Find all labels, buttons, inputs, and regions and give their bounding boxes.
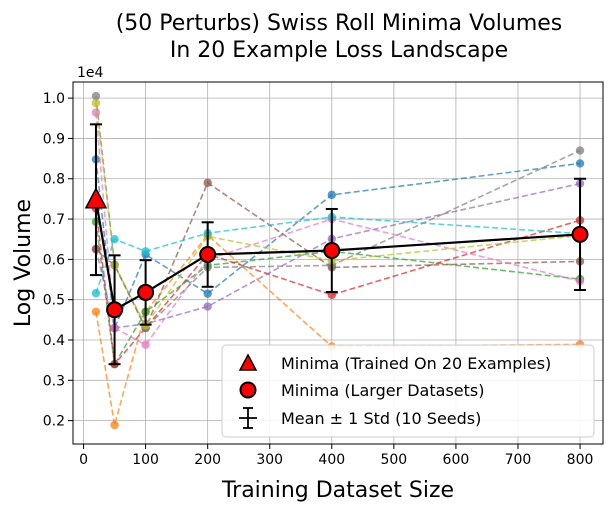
chart-title-line-1: (50 Perturbs) Swiss Roll Minima Volumes (116, 11, 563, 36)
series-line (95, 112, 581, 346)
minima-larger-dataset-marker (199, 246, 217, 264)
x-tick-label: 300 (256, 452, 283, 468)
minima-larger-dataset-marker (323, 242, 341, 260)
y-tick-label: 0.8 (43, 172, 65, 188)
legend-entry-mean: Mean ± 1 Std (10 Seeds) (281, 409, 481, 428)
x-tick-label: 0 (79, 452, 88, 468)
series-point (575, 146, 585, 155)
series-point (91, 289, 101, 298)
y-axis-label: Log Volume (11, 199, 36, 327)
y-tick-label: 0.9 (43, 131, 65, 147)
x-axis-ticks: 0 100 200 300 400 500 600 700 800 (79, 444, 593, 468)
minima-larger-dataset-marker (571, 225, 589, 243)
series-point (91, 307, 101, 316)
series-point (203, 289, 212, 298)
series-point (203, 302, 212, 311)
legend-errorbar-marker (239, 407, 257, 429)
series-line (95, 96, 581, 330)
minima-trained-marker (84, 187, 108, 209)
y-tick-label: 0.7 (43, 212, 65, 228)
series-point (327, 190, 336, 200)
y-offset-label: 1e4 (77, 65, 104, 81)
x-tick-label: 700 (505, 452, 532, 468)
series-point (110, 420, 119, 430)
x-tick-label: 200 (194, 452, 221, 468)
x-tick-label: 600 (443, 452, 470, 468)
plot-frame (72, 81, 604, 445)
legend-box (221, 344, 595, 438)
y-tick-label: 0.2 (43, 414, 65, 430)
series-line (95, 102, 581, 328)
mean-line (94, 199, 581, 312)
legend: Minima (Trained On 20 Examples) Minima (… (221, 344, 595, 438)
x-axis-label: Training Dataset Size (221, 478, 454, 503)
x-tick-label: 400 (318, 452, 345, 468)
chart-title-line-2: In 20 Example Loss Landscape (170, 38, 508, 63)
legend-entry-larger: Minima (Larger Datasets) (281, 381, 484, 400)
x-tick-label: 100 (132, 452, 159, 468)
y-tick-label: 0.5 (43, 293, 65, 309)
y-tick-label: 0.3 (43, 373, 65, 389)
series-line (95, 221, 581, 367)
series-line (95, 208, 581, 367)
series-seed-9 (91, 98, 585, 330)
x-tick-label: 800 (567, 452, 594, 468)
mean-layer (84, 123, 589, 366)
chart-title: (50 Perturbs) Swiss Roll Minima Volumes … (116, 11, 563, 63)
series-point (91, 91, 101, 101)
series-point (141, 247, 150, 256)
x-tick-label: 500 (380, 452, 407, 468)
series-point (203, 178, 212, 187)
series-seed-1 (91, 155, 585, 333)
y-axis-ticks: 0.2 0.3 0.4 0.5 0.6 0.7 0.8 0.9 1.0 (43, 91, 73, 430)
y-tick-label: 1.0 (43, 91, 65, 107)
series-point (91, 98, 101, 108)
legend-entry-trained: Minima (Trained On 20 Examples) (281, 354, 551, 373)
minima-larger-dataset-marker (106, 301, 124, 319)
legend-triangle-marker (238, 353, 258, 371)
series-point (110, 235, 119, 244)
series-point (575, 159, 585, 168)
y-tick-label: 0.6 (43, 252, 65, 268)
series-point (141, 340, 150, 350)
legend-circle-marker (239, 381, 257, 399)
series-line (95, 159, 581, 332)
series-line (95, 216, 581, 294)
y-tick-label: 0.4 (43, 333, 65, 349)
minima-larger-dataset-marker (137, 283, 155, 301)
